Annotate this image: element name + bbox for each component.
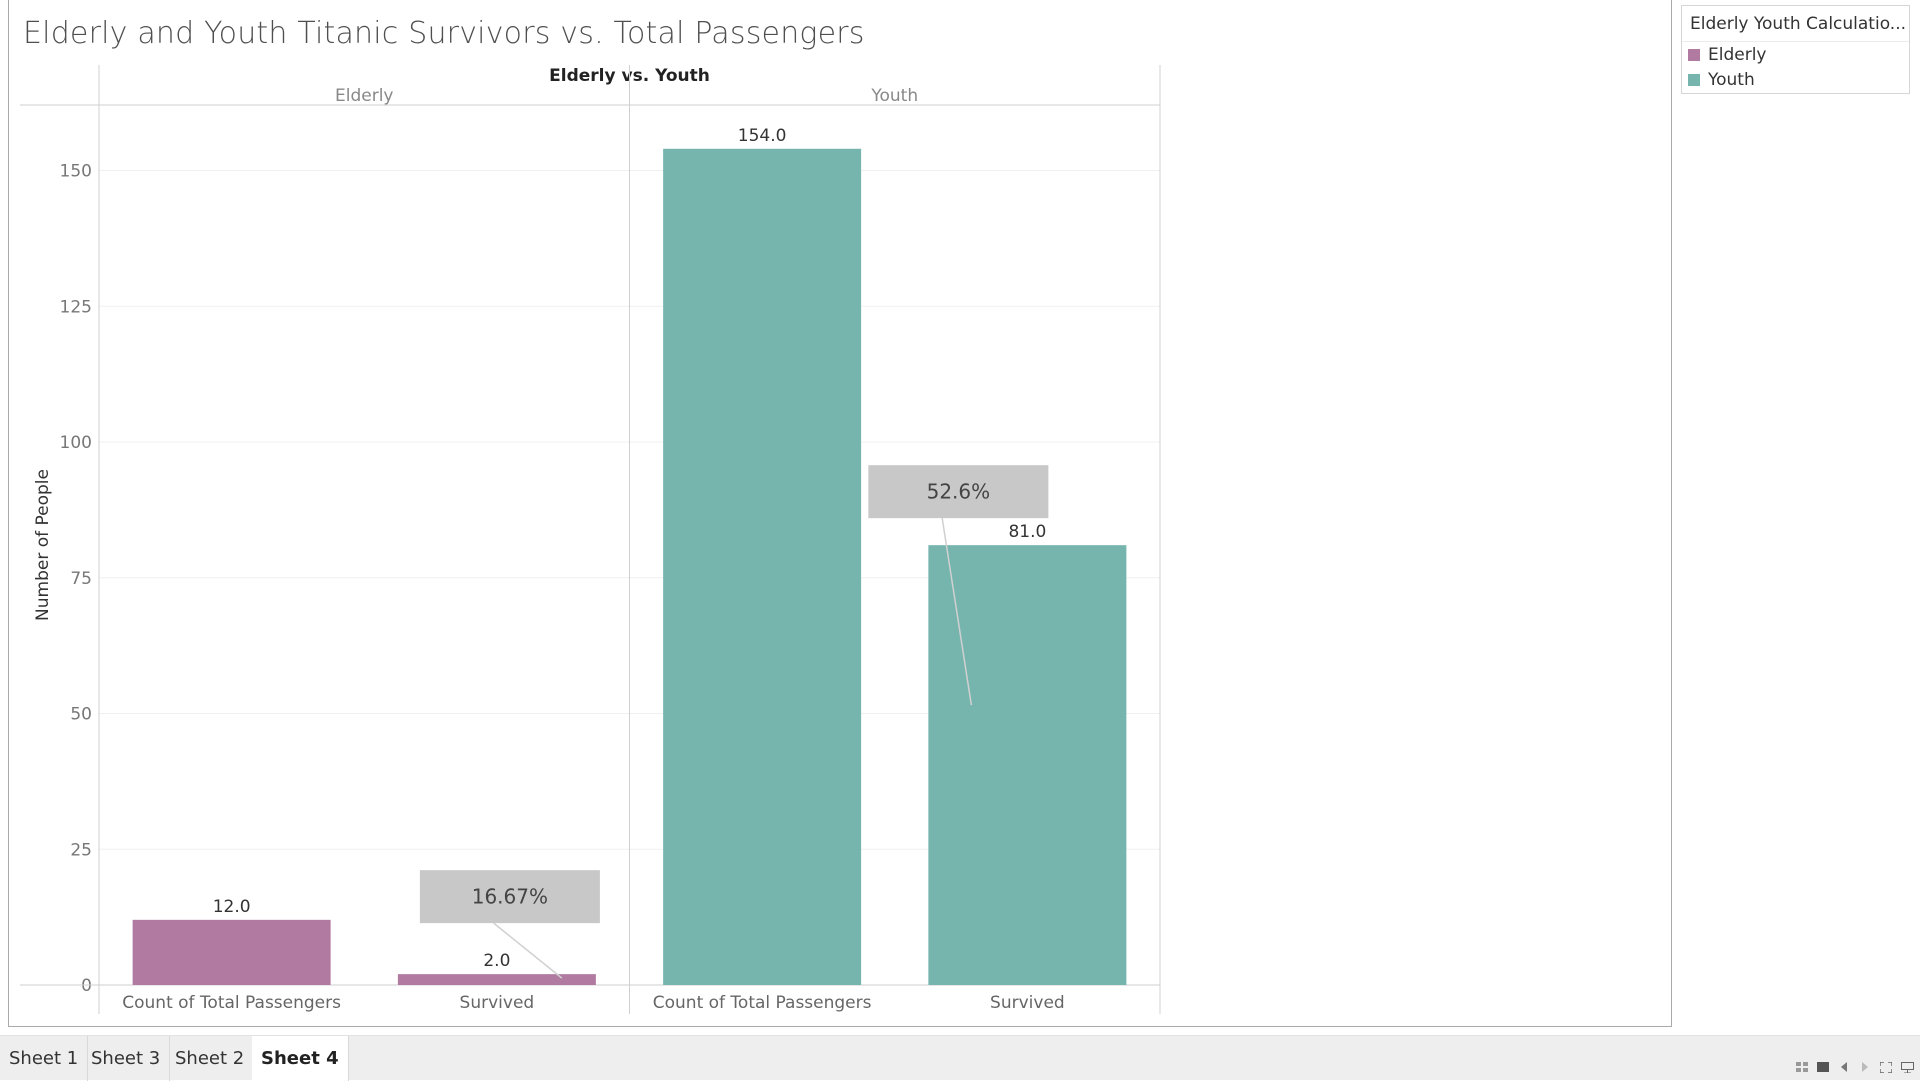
fullscreen-icon[interactable] — [1879, 1061, 1893, 1073]
bar-youth-survived — [928, 545, 1127, 985]
y-tick-label: 100 — [60, 433, 92, 453]
tab-sheet-4[interactable]: Sheet 4 — [252, 1036, 349, 1081]
next-sheet-icon[interactable] — [1858, 1061, 1872, 1073]
annotation-text: 52.6% — [927, 480, 991, 504]
tab-sheet-2[interactable]: Sheet 2 — [166, 1036, 255, 1081]
annotation-leader-line — [493, 922, 563, 979]
bar-elderly-total — [132, 919, 331, 985]
legend-swatch-youth — [1688, 73, 1700, 86]
data-label: 12.0 — [213, 897, 251, 917]
y-tick-label: 150 — [60, 162, 92, 182]
pane-header-elderly: Elderly — [335, 86, 394, 106]
y-tick-label: 75 — [70, 569, 92, 589]
sheet-tab-bar: Sheet 1 Sheet 3 Sheet 2 Sheet 4 — [0, 1035, 1920, 1081]
legend-item-youth[interactable]: Youth — [1682, 67, 1909, 92]
tab-sheet-3[interactable]: Sheet 3 — [82, 1036, 171, 1081]
legend-swatch-elderly — [1688, 48, 1700, 61]
presentation-icon[interactable] — [1900, 1061, 1914, 1073]
data-label: 2.0 — [483, 951, 510, 971]
y-tick-label: 0 — [81, 976, 92, 996]
bar-youth-total — [663, 148, 862, 985]
legend-label-elderly: Elderly — [1708, 44, 1767, 65]
grid-view-icon[interactable] — [1795, 1061, 1809, 1073]
y-axis-title: Number of People — [33, 469, 53, 621]
x-tick-label: Count of Total Passengers — [653, 993, 872, 1013]
annotation-box — [868, 465, 1049, 519]
chart-title: Elderly and Youth Titanic Survivors vs. … — [23, 16, 865, 51]
prev-sheet-icon[interactable] — [1837, 1061, 1851, 1073]
tab-sheet-1[interactable]: Sheet 1 — [0, 1036, 89, 1081]
annotation-box — [419, 870, 600, 924]
x-tick-label: Count of Total Passengers — [122, 993, 341, 1013]
data-label: 154.0 — [738, 126, 787, 146]
legend[interactable]: Elderly Youth Calculatio... Elderly Yout… — [1681, 5, 1910, 94]
pane-header-youth: Youth — [870, 86, 918, 106]
data-label: 81.0 — [1008, 522, 1046, 542]
annotation-leader-line — [941, 518, 973, 706]
annotation-text: 16.67% — [472, 885, 548, 909]
y-tick-label: 25 — [70, 840, 92, 860]
x-tick-label: Survived — [990, 993, 1065, 1013]
y-tick-label: 50 — [70, 705, 92, 725]
navigation-controls — [1795, 1060, 1914, 1074]
legend-title: Elderly Youth Calculatio... — [1682, 6, 1909, 42]
filmstrip-view-icon[interactable] — [1816, 1061, 1830, 1073]
legend-item-elderly[interactable]: Elderly — [1682, 42, 1909, 67]
legend-label-youth: Youth — [1708, 69, 1755, 90]
y-tick-label: 125 — [60, 297, 92, 317]
x-tick-label: Survived — [460, 993, 535, 1013]
bar-elderly-survived — [397, 974, 596, 985]
